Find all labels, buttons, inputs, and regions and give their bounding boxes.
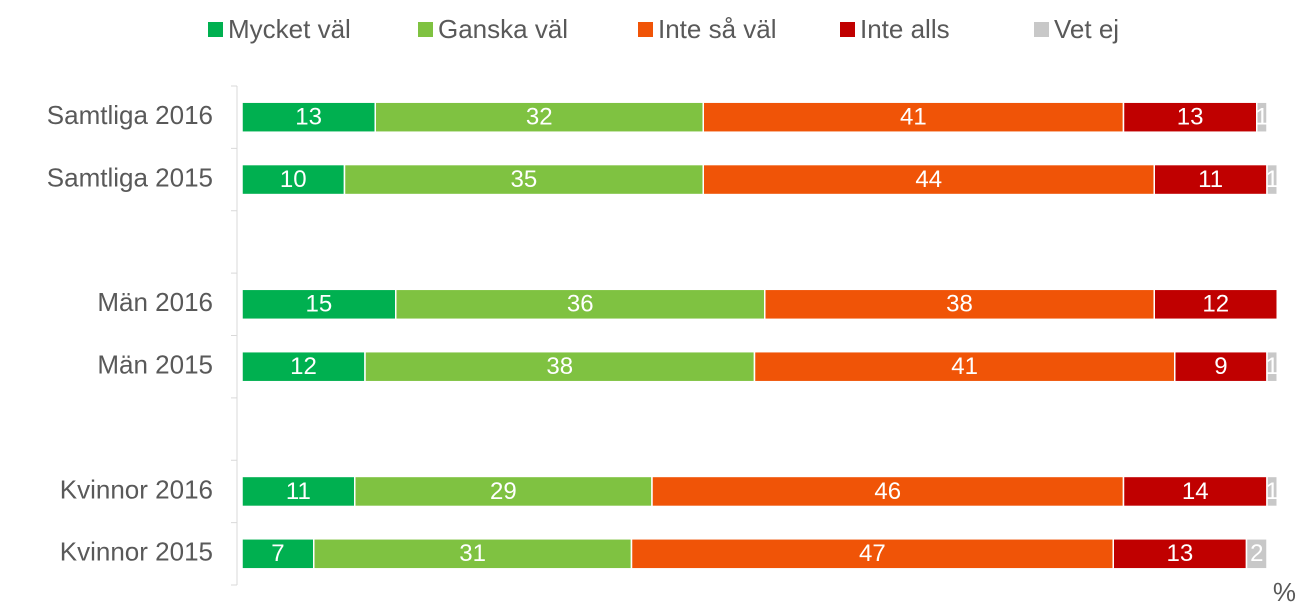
bar-segment	[374, 101, 704, 133]
value-label: 38	[946, 291, 973, 318]
bar-segment	[1122, 475, 1268, 508]
legend-swatch	[840, 22, 855, 37]
value-label: 13	[1167, 540, 1194, 567]
bar-segment	[241, 538, 315, 570]
bar-segment	[702, 101, 1125, 133]
bar-segment	[1245, 538, 1268, 570]
bar-segment	[1122, 101, 1258, 133]
legend-label: Vet ej	[1054, 14, 1119, 44]
bar-segment	[1266, 163, 1278, 196]
value-label: 1	[1265, 353, 1278, 380]
value-label: 41	[951, 353, 978, 380]
value-label: 36	[567, 291, 594, 318]
bar-segment	[753, 350, 1176, 383]
bar-segment	[702, 163, 1155, 196]
legend-label: Inte så väl	[658, 14, 777, 44]
bar-segment	[1276, 288, 1280, 321]
value-label: 7	[271, 540, 284, 567]
value-label: 11	[1198, 166, 1223, 193]
value-label: 11	[286, 478, 311, 505]
bar-segment	[1153, 288, 1278, 321]
category-label: Män 2015	[97, 350, 213, 380]
x-axis-label: %	[1273, 577, 1296, 607]
value-label: 9	[1214, 353, 1227, 380]
value-label: 47	[859, 540, 886, 567]
value-label: 1	[1265, 478, 1278, 505]
bar-segment	[651, 475, 1125, 508]
legend-label: Inte alls	[860, 14, 950, 44]
legend-swatch	[208, 22, 223, 37]
bar-segment	[395, 288, 766, 321]
category-label: Kvinnor 2016	[60, 474, 213, 504]
legend-swatch	[1034, 22, 1049, 37]
category-label: Samtliga 2016	[47, 100, 213, 130]
value-label: 13	[1177, 104, 1204, 131]
value-label: 31	[459, 540, 486, 567]
category-label: Män 2016	[97, 287, 213, 317]
value-label: 46	[874, 478, 901, 505]
bar-segment	[354, 475, 653, 508]
value-label: 41	[900, 104, 927, 131]
bar-segment	[241, 288, 397, 321]
value-label: 13	[295, 104, 322, 131]
bar-segment	[364, 350, 756, 383]
bar-segment	[241, 475, 356, 508]
value-label: 12	[1202, 291, 1229, 318]
bar-segment	[1112, 538, 1248, 570]
bar-segment	[313, 538, 633, 570]
category-label: Kvinnor 2015	[60, 537, 213, 567]
value-label: 12	[290, 353, 317, 380]
category-label: Samtliga 2015	[47, 162, 213, 192]
bar-segment	[1256, 101, 1268, 133]
bar-segment	[1153, 163, 1268, 196]
value-label: 2	[1250, 540, 1263, 567]
value-label: 1	[1265, 166, 1278, 193]
value-label: 44	[915, 166, 942, 193]
bar-segment	[1266, 350, 1278, 383]
value-label: 14	[1182, 478, 1209, 505]
value-label: 1	[1255, 104, 1268, 131]
legend-swatch	[418, 22, 433, 37]
value-label: 32	[526, 104, 553, 131]
legend-label: Mycket väl	[228, 14, 351, 44]
value-label: 15	[306, 291, 333, 318]
value-label: 38	[546, 353, 573, 380]
legend-swatch	[638, 22, 653, 37]
bar-segment	[1174, 350, 1268, 383]
value-label: 35	[511, 166, 538, 193]
value-label: 29	[490, 478, 517, 505]
bar-segment	[630, 538, 1114, 570]
bar-segment	[343, 163, 704, 196]
value-label: 10	[280, 166, 307, 193]
bar-segment	[1266, 475, 1278, 508]
legend-label: Ganska väl	[438, 14, 568, 44]
